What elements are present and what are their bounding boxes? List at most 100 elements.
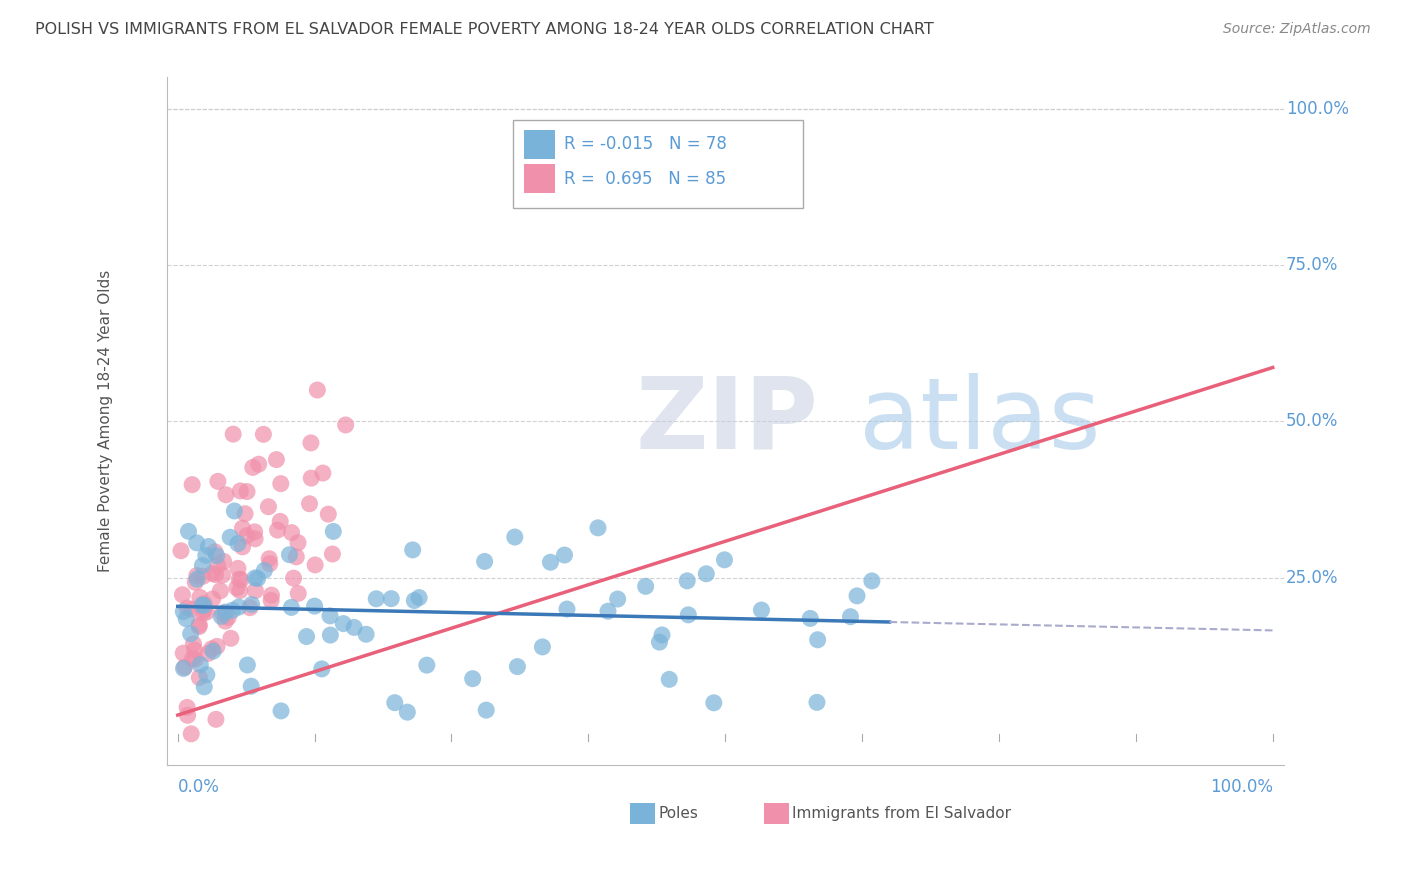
Text: Female Poverty Among 18-24 Year Olds: Female Poverty Among 18-24 Year Olds [98, 270, 112, 573]
Point [205, 640, 228, 654]
Point [193, 680, 215, 694]
Text: Immigrants from El Salvador: Immigrants from El Salvador [792, 805, 1011, 821]
Point [176, 700, 198, 714]
Point [204, 567, 226, 582]
Point [228, 572, 250, 586]
Point [713, 553, 735, 567]
Text: Poles: Poles [658, 805, 699, 821]
Point [184, 643, 207, 657]
FancyBboxPatch shape [630, 803, 655, 823]
Point [586, 521, 609, 535]
Point [555, 602, 578, 616]
Point [173, 661, 195, 675]
Point [298, 497, 321, 511]
Point [322, 524, 344, 539]
Point [540, 555, 562, 569]
Point [191, 598, 214, 612]
Point [475, 703, 498, 717]
FancyBboxPatch shape [524, 129, 555, 159]
Point [193, 599, 215, 613]
Text: POLISH VS IMMIGRANTS FROM EL SALVADOR FEMALE POVERTY AMONG 18-24 YEAR OLDS CORRE: POLISH VS IMMIGRANTS FROM EL SALVADOR FE… [35, 22, 934, 37]
Point [658, 673, 681, 687]
Text: 25.0%: 25.0% [1286, 568, 1339, 587]
Point [176, 708, 198, 723]
FancyBboxPatch shape [524, 164, 555, 193]
Point [245, 583, 267, 598]
Point [197, 647, 219, 661]
Point [207, 475, 229, 489]
Point [257, 551, 280, 566]
Point [180, 602, 202, 616]
Point [304, 599, 326, 613]
Point [270, 704, 292, 718]
Point [180, 727, 202, 741]
Point [226, 561, 249, 575]
Point [188, 617, 211, 632]
Point [180, 627, 202, 641]
Point [316, 507, 339, 521]
Point [245, 571, 267, 585]
Point [278, 548, 301, 562]
Point [280, 525, 302, 540]
Text: 100.0%: 100.0% [1209, 778, 1272, 796]
Point [860, 574, 883, 588]
Point [214, 605, 236, 619]
Point [384, 696, 406, 710]
Point [531, 640, 554, 654]
Point [188, 619, 211, 633]
Point [194, 549, 217, 563]
Point [222, 427, 245, 442]
Point [257, 500, 280, 514]
Point [343, 620, 366, 634]
Point [188, 591, 211, 605]
Text: 50.0%: 50.0% [1286, 412, 1339, 430]
Point [173, 660, 195, 674]
Point [183, 637, 205, 651]
Point [408, 591, 430, 605]
Point [703, 696, 725, 710]
Point [634, 579, 657, 593]
Point [380, 591, 402, 606]
Point [295, 630, 318, 644]
Text: atlas: atlas [859, 373, 1101, 470]
Point [269, 515, 291, 529]
Point [266, 523, 288, 537]
Point [676, 574, 699, 588]
Point [211, 607, 233, 621]
Point [596, 604, 619, 618]
Point [236, 484, 259, 499]
Point [229, 483, 252, 498]
Point [354, 627, 377, 641]
Point [186, 572, 208, 586]
Point [839, 609, 862, 624]
FancyBboxPatch shape [513, 120, 803, 208]
Point [191, 558, 214, 573]
Point [799, 611, 821, 625]
Text: 75.0%: 75.0% [1286, 256, 1339, 274]
Point [396, 705, 419, 719]
Point [226, 536, 249, 550]
Point [184, 652, 207, 666]
Point [285, 549, 308, 564]
Point [209, 609, 232, 624]
Point [186, 568, 208, 582]
Point [259, 557, 281, 571]
Point [236, 658, 259, 673]
Point [651, 628, 673, 642]
Point [170, 543, 193, 558]
Point [404, 593, 426, 607]
Text: 100.0%: 100.0% [1286, 100, 1348, 118]
Point [177, 524, 200, 539]
Point [416, 658, 439, 673]
Point [214, 614, 236, 628]
Point [228, 600, 250, 615]
Point [202, 644, 225, 658]
Point [240, 679, 263, 693]
Point [229, 583, 252, 598]
Point [606, 592, 628, 607]
Point [283, 571, 305, 585]
Point [176, 601, 198, 615]
Point [174, 612, 197, 626]
Point [225, 581, 247, 595]
Text: R = -0.015   N = 78: R = -0.015 N = 78 [564, 136, 727, 153]
